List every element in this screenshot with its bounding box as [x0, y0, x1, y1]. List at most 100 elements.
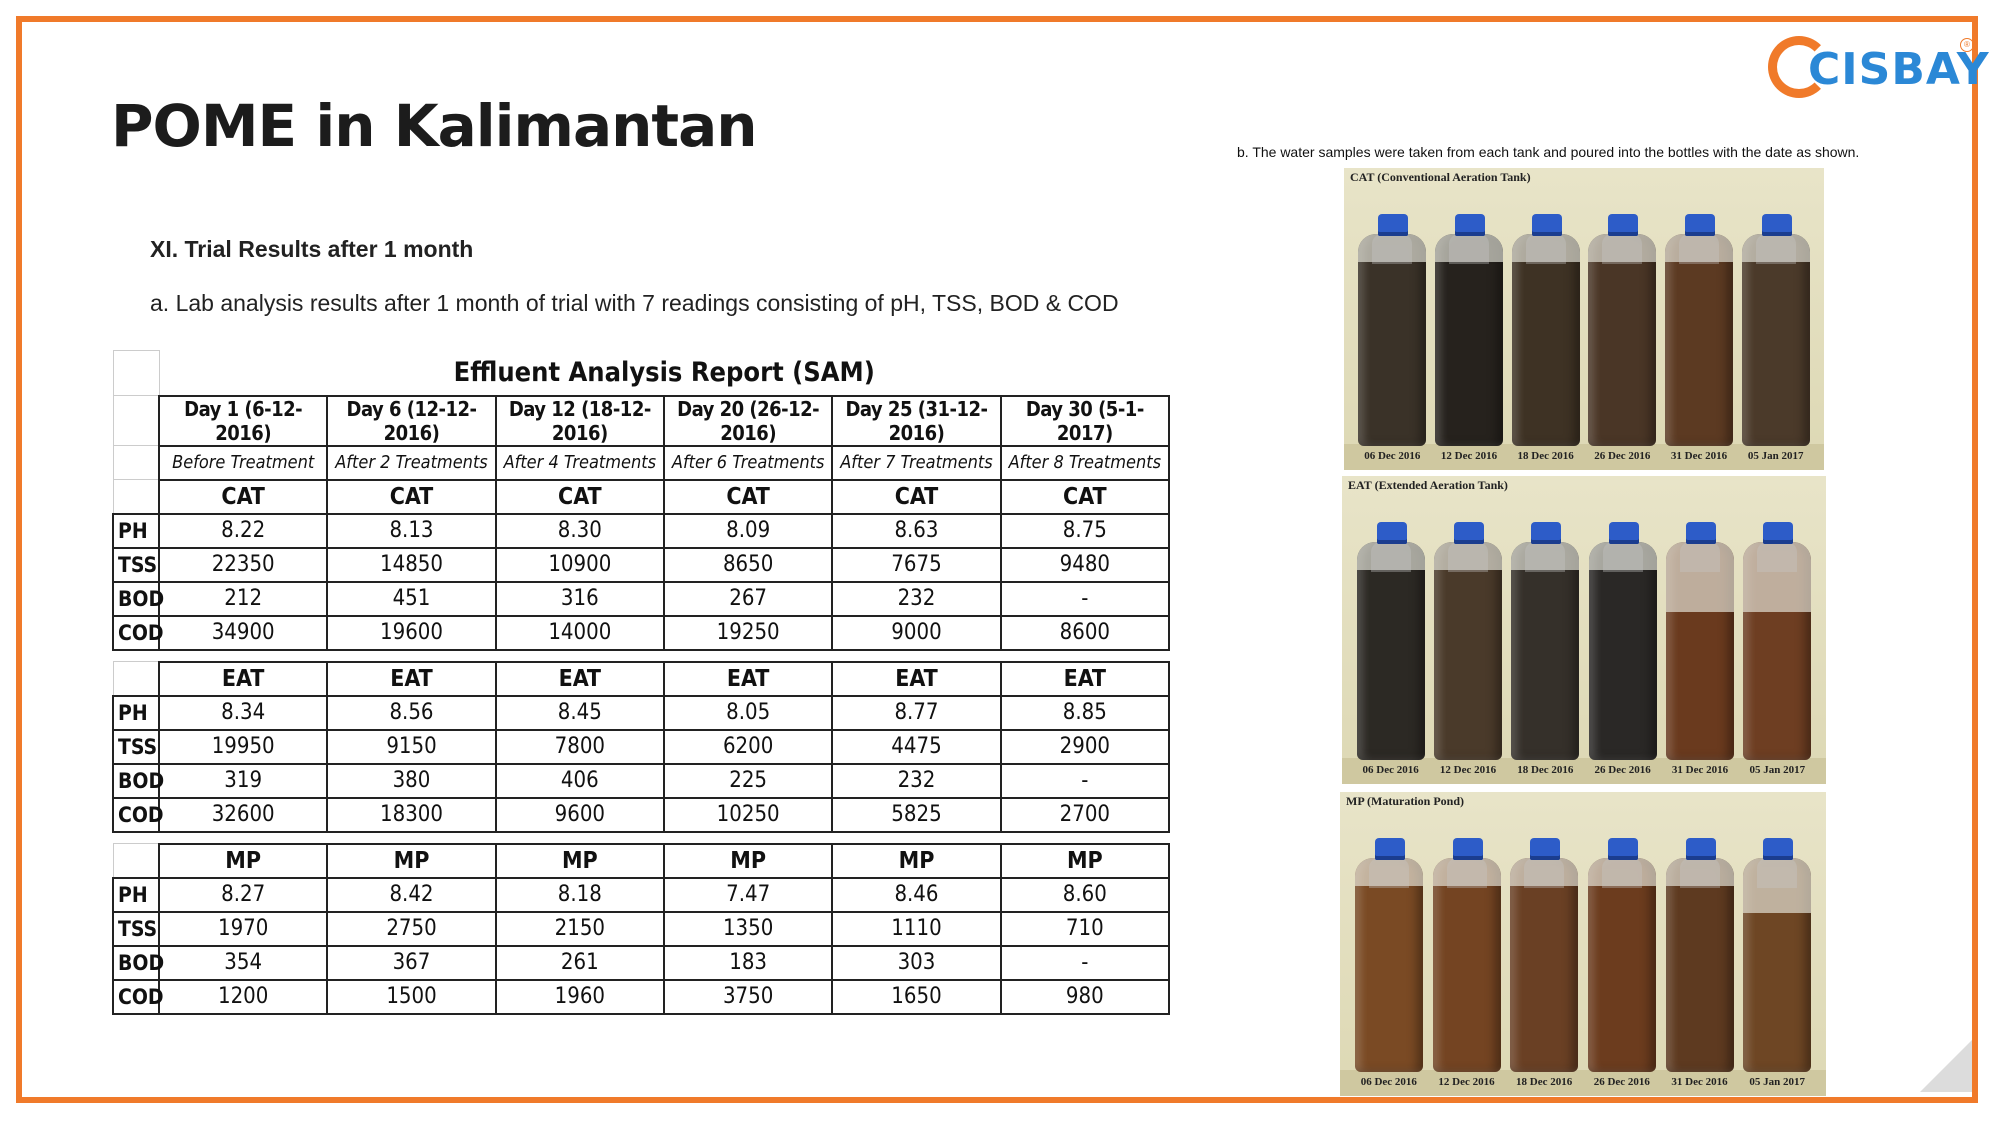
tank-header-row: CAT CAT CAT CAT CAT CAT: [112, 478, 1171, 515]
measurement-value: 19250: [662, 614, 834, 651]
measurement-value: 451: [326, 580, 497, 617]
measurement-value: 8.77: [831, 694, 1002, 731]
sample-bottle: [1587, 838, 1656, 1072]
sample-bottle: [1588, 522, 1657, 760]
date-labels: 06 Dec 2016 12 Dec 2016 18 Dec 2016 26 Dec …: [1344, 450, 1824, 466]
row-label-spacer: [112, 445, 160, 480]
bottle-headspace: [1665, 858, 1734, 886]
shelf: [1344, 444, 1824, 470]
tank-name: MP: [326, 842, 497, 879]
bottle-date: 05 Jan 2017: [1749, 764, 1806, 776]
bottle-neck: [1680, 542, 1720, 572]
bottle-date: 06 Dec 2016: [1362, 764, 1419, 776]
measurement-value: 19950: [157, 728, 329, 765]
bottle-headspace: [1587, 858, 1656, 886]
measurement-value: 2750: [326, 910, 497, 947]
block-gap: [113, 832, 1169, 844]
sample-bottle: [1354, 838, 1423, 1072]
parameter-label: TSS: [112, 546, 160, 583]
bottle-date: 05 Jan 2017: [1747, 450, 1804, 462]
measurement-value: 261: [494, 944, 665, 981]
day-header: Day 20 (26-12-2016): [662, 394, 834, 447]
sample-bottle: [1432, 838, 1501, 1072]
bottle-headspace: [1511, 542, 1580, 570]
sample-bottle: [1434, 522, 1502, 760]
measurement-row: TSS 19950 9150 7800 6200 4475 2900: [112, 728, 1171, 765]
sample-bottle: [1666, 522, 1734, 760]
measurement-value: 14850: [326, 546, 497, 583]
parameter-label: PH: [112, 694, 160, 731]
bottle-cap: [1452, 838, 1483, 860]
photo-eat-bottles: EAT (Extended Aeration Tank) 06 Dec 2016 1…: [1342, 476, 1826, 784]
sample-bottle: [1358, 214, 1427, 446]
tank-name: CAT: [831, 478, 1002, 515]
tank-name: EAT: [831, 660, 1002, 697]
measurement-value: 34900: [157, 614, 329, 651]
measurement-value: 8.85: [999, 694, 1171, 731]
bottle-cap: [1376, 522, 1407, 544]
parameter-label: BOD: [112, 944, 164, 981]
day-header: Day 1 (6-12-2016): [157, 394, 329, 447]
measurement-row: BOD 319 380 406 225 232-: [112, 762, 1171, 799]
day-header: Day 12 (18-12-2016): [494, 394, 665, 447]
bottle-headspace: [1434, 542, 1502, 570]
bottle-headspace: [1511, 234, 1580, 262]
parameter-label: COD: [112, 978, 164, 1015]
report-table: Effluent Analysis Report (SAM) Day 1 (6-1…: [112, 350, 1171, 1015]
bottle-neck: [1446, 858, 1487, 888]
tank-name: EAT: [494, 660, 665, 697]
photo-label: MP (Maturation Pond): [1346, 794, 1464, 808]
bottle-headspace: [1588, 542, 1657, 570]
bottle-cap: [1686, 522, 1716, 544]
bottle-neck: [1757, 858, 1798, 888]
report-title: Effluent Analysis Report (SAM): [159, 350, 1169, 397]
logo-text: CISBAY: [1808, 44, 1990, 95]
bottle-date: 26 Dec 2016: [1594, 450, 1651, 462]
bottle-cap: [1763, 522, 1794, 544]
page-title: POME in Kalimantan: [111, 92, 758, 160]
measurement-value: -: [999, 580, 1171, 617]
day-header: Day 6 (12-12-2016): [326, 394, 497, 447]
measurement-value: 7.47: [662, 876, 834, 913]
measurement-value: 8.56: [326, 694, 497, 731]
tank-name: CAT: [494, 478, 665, 515]
measurement-value: 1350: [662, 910, 834, 947]
parameter-label: BOD: [112, 580, 164, 617]
bottle-neck: [1372, 234, 1413, 264]
parameter-label: PH: [112, 876, 160, 913]
bottle-headspace: [1354, 858, 1423, 886]
bottle-headspace: [1432, 858, 1501, 886]
bottle-headspace: [1743, 542, 1812, 612]
measurement-value: 367: [326, 944, 497, 981]
bottle-headspace: [1358, 234, 1427, 262]
bottle-neck: [1755, 234, 1796, 264]
measurement-value: 8.18: [494, 876, 665, 913]
measurement-value: 5825: [831, 796, 1002, 833]
bottle-neck: [1602, 234, 1643, 264]
measurement-value: 319: [157, 762, 329, 799]
bottle-neck: [1449, 234, 1489, 264]
measurement-value: 10900: [494, 546, 665, 583]
block-gap: [113, 650, 1169, 662]
measurement-value: 8600: [999, 614, 1171, 651]
bottle-neck: [1525, 234, 1566, 264]
tank-name: EAT: [157, 660, 329, 697]
bottle-cap: [1455, 214, 1485, 236]
bottle-headspace: [1665, 234, 1733, 262]
measurement-value: 183: [662, 944, 834, 981]
measurement-value: 8650: [662, 546, 834, 583]
bottle-headspace: [1435, 234, 1503, 262]
measurement-value: 380: [326, 762, 497, 799]
bottle-date: 06 Dec 2016: [1360, 1076, 1417, 1088]
bottle-cap: [1374, 838, 1405, 860]
measurement-value: 8.75: [999, 512, 1171, 549]
treatment-note: After 6 Treatments: [662, 444, 834, 481]
sample-bottle: [1743, 522, 1812, 760]
section-description: a. Lab analysis results after 1 month of…: [150, 290, 1119, 316]
page-curl-corner: [1920, 1040, 1972, 1092]
bottle-date: 06 Dec 2016: [1364, 450, 1421, 462]
sample-bottle: [1665, 838, 1734, 1072]
bottle-headspace: [1356, 542, 1425, 570]
bottle-neck: [1602, 542, 1643, 572]
measurement-value: 8.60: [999, 876, 1171, 913]
